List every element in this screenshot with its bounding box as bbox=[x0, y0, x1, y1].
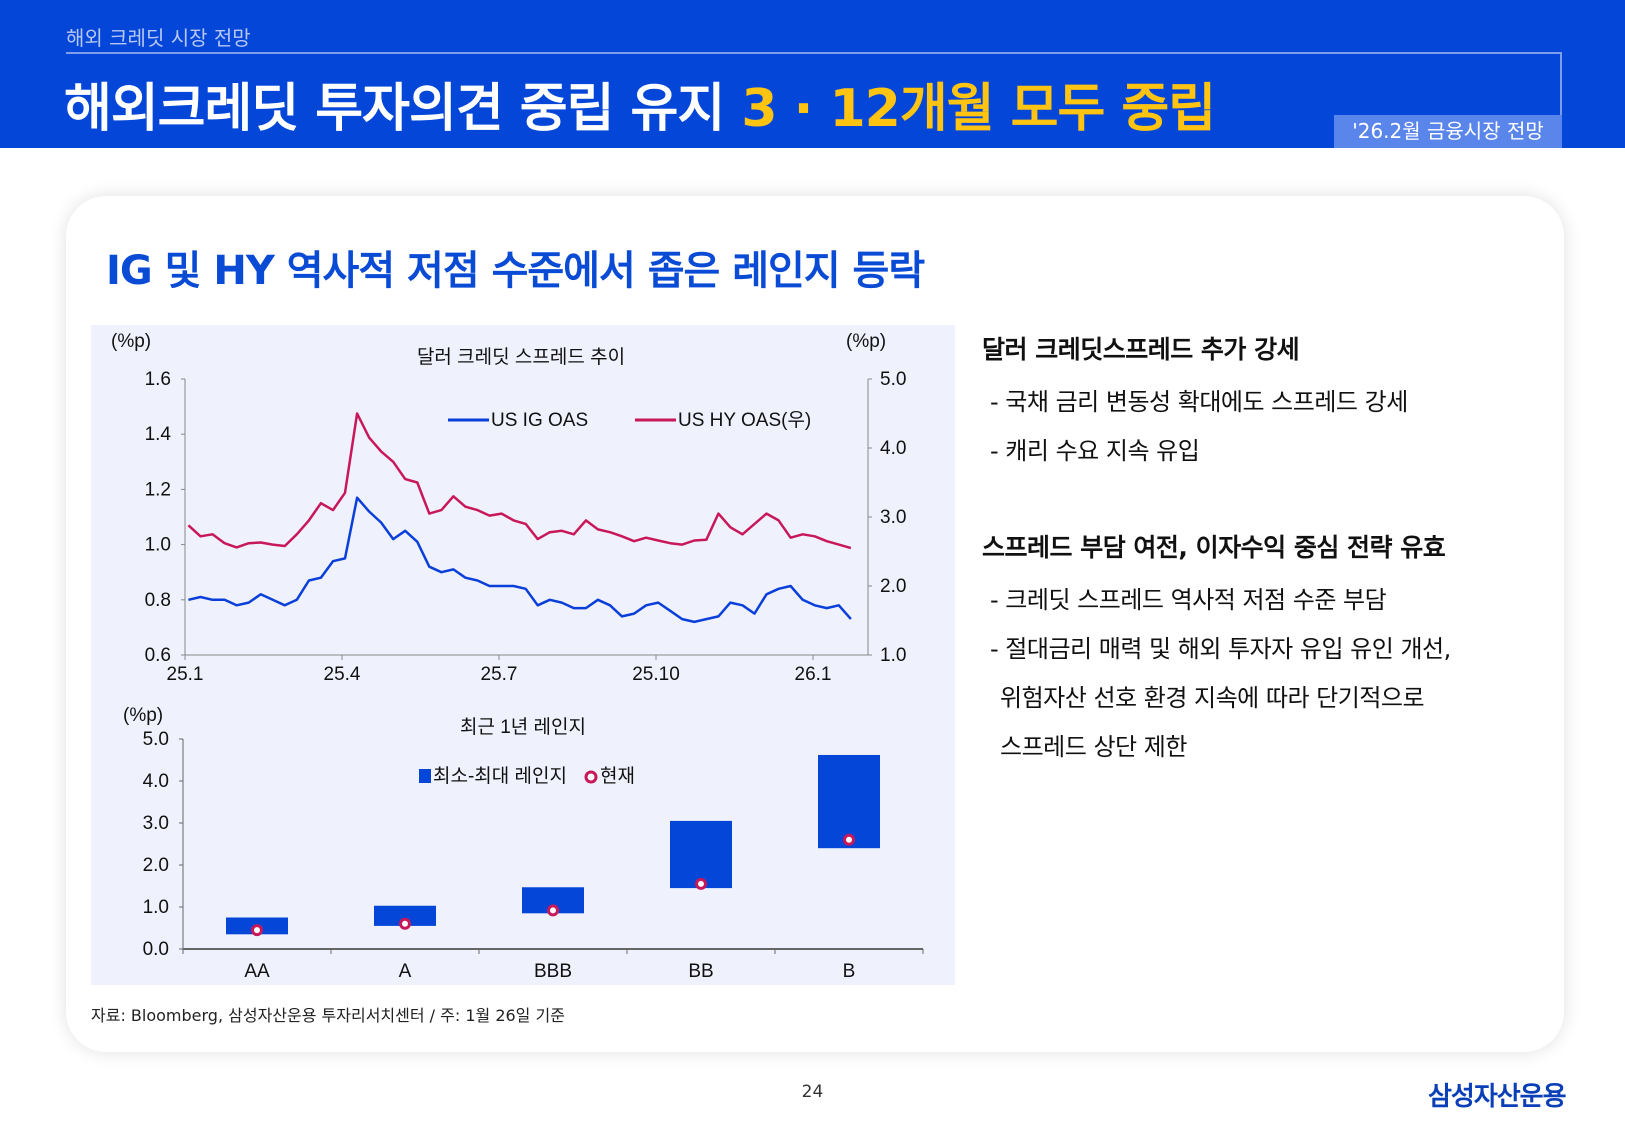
legend-label-ig: US IG OAS bbox=[491, 410, 588, 431]
x-tick-label: A bbox=[399, 961, 412, 982]
commentary-bullet: - 크레딧 스프레드 역사적 저점 수준 부담 bbox=[990, 586, 1387, 614]
y-tick-label: 1.4 bbox=[145, 424, 172, 445]
commentary-bullet: - 국채 금리 변동성 확대에도 스프레드 강세 bbox=[990, 388, 1408, 416]
y-tick-label: 0.8 bbox=[145, 590, 171, 611]
y-tick-label: 0.6 bbox=[145, 645, 171, 666]
bar-chart-marks bbox=[226, 754, 880, 937]
y-tick-label: 1.0 bbox=[143, 897, 169, 918]
line-chart-y2label: (%p) bbox=[846, 331, 886, 352]
line-chart-axes: 0.6 0.8 1.0 1.2 1.4 1.6 1.0 2.0 3.0 4.0 5.0 25.1 25.… bbox=[145, 369, 907, 685]
y-tick-label: 1.6 bbox=[145, 369, 171, 390]
y-tick-label: 0.0 bbox=[143, 939, 169, 960]
card-subtitle: IG 및 HY 역사적 저점 수준에서 좁은 레인지 등락 bbox=[106, 248, 925, 294]
series-line-ig bbox=[188, 496, 852, 624]
y2-tick-label: 4.0 bbox=[880, 438, 906, 459]
x-tick-label: B bbox=[843, 961, 856, 982]
current-marker bbox=[251, 924, 263, 937]
x-tick-label: 25.7 bbox=[481, 664, 518, 685]
bar-chart-axes: 0.01.02.03.04.05.0AA A BBB BB B bbox=[143, 729, 924, 982]
x-tick-label: 25.1 bbox=[167, 664, 204, 685]
legend-label-current: 현재 bbox=[600, 765, 635, 787]
y-tick-label: 2.0 bbox=[143, 855, 169, 876]
x-tick-label: BB bbox=[688, 961, 713, 982]
charts-svg: (%p) (%p) 달러 크레딧 스프레드 추이 0.6 0.8 1.0 1.2 1.4… bbox=[111, 331, 924, 982]
x-tick-label: AA bbox=[244, 961, 270, 982]
title-highlight: 3 · 12개월 모두 중립 bbox=[741, 79, 1216, 139]
report-badge: '26.2월 금융시장 전망 bbox=[1334, 115, 1562, 148]
page-title: 해외크레딧 투자의견 중립 유지 3 · 12개월 모두 중립 bbox=[64, 66, 1216, 141]
header-bar: 해외 크레딧 시장 전망 해외크레딧 투자의견 중립 유지 3 · 12개월 모… bbox=[0, 0, 1625, 148]
legend-label-range: 최소-최대 레인지 bbox=[433, 765, 567, 787]
commentary-bullet: - 캐리 수요 지속 유입 bbox=[990, 437, 1200, 465]
line-chart-series bbox=[187, 412, 852, 624]
current-marker bbox=[399, 917, 411, 930]
company-logo: 삼성자산운용 bbox=[1428, 1082, 1567, 1112]
header-divider bbox=[66, 52, 1562, 54]
commentary-bullet: - 절대금리 매력 및 해외 투자자 유입 유인 개선, bbox=[990, 635, 1451, 663]
y2-tick-label: 1.0 bbox=[880, 645, 906, 666]
y-tick-label: 5.0 bbox=[143, 729, 169, 750]
y2-tick-label: 2.0 bbox=[880, 576, 906, 597]
x-tick-label: 25.10 bbox=[632, 664, 680, 685]
section-label: 해외 크레딧 시장 전망 bbox=[66, 26, 251, 50]
x-tick-label: BBB bbox=[534, 961, 572, 982]
legend-label-hy: US HY OAS(우) bbox=[678, 410, 811, 431]
commentary-bullet-cont: 위험자산 선호 환경 지속에 따라 단기적으로 bbox=[1000, 684, 1425, 712]
line-chart-legend: US IG OAS US HY OAS(우) bbox=[448, 410, 811, 431]
legend-swatch-current bbox=[584, 770, 598, 784]
line-chart-ylabel: (%p) bbox=[111, 331, 151, 352]
source-footnote: 자료: Bloomberg, 삼성자산운용 투자리서치센터 / 주: 1월 26… bbox=[91, 1006, 565, 1025]
commentary: 달러 크레딧스프레드 추가 강세 - 국채 금리 변동성 확대에도 스프레드 강… bbox=[982, 330, 1542, 772]
series-line-hy bbox=[187, 412, 852, 550]
title-main: 해외크레딧 투자의견 중립 유지 bbox=[64, 79, 742, 139]
header-divider-vertical bbox=[1560, 52, 1562, 116]
range-bar bbox=[374, 905, 436, 926]
y2-tick-label: 5.0 bbox=[880, 369, 906, 390]
bar-chart-ylabel: (%p) bbox=[123, 705, 163, 726]
current-marker bbox=[695, 877, 707, 890]
y-tick-label: 4.0 bbox=[143, 771, 169, 792]
current-marker bbox=[843, 833, 855, 846]
y2-tick-label: 3.0 bbox=[880, 507, 906, 528]
chart-panel: (%p) (%p) 달러 크레딧 스프레드 추이 0.6 0.8 1.0 1.2 1.4… bbox=[91, 325, 955, 985]
commentary-heading-2: 스프레드 부담 여전, 이자수익 중심 전략 유효 bbox=[982, 533, 1446, 562]
legend-swatch-range bbox=[419, 769, 431, 783]
y-tick-label: 1.2 bbox=[145, 479, 171, 500]
bar-chart-legend: 최소-최대 레인지 현재 bbox=[419, 765, 635, 787]
x-tick-label: 25.4 bbox=[324, 664, 361, 685]
current-marker bbox=[547, 904, 559, 917]
x-tick-label: 26.1 bbox=[795, 664, 832, 685]
range-bar bbox=[818, 754, 880, 849]
commentary-bullet-cont: 스프레드 상단 제한 bbox=[1000, 733, 1187, 761]
y-tick-label: 1.0 bbox=[145, 535, 171, 556]
y-tick-label: 3.0 bbox=[143, 813, 169, 834]
range-bar bbox=[670, 820, 732, 889]
line-chart-title: 달러 크레딧 스프레드 추이 bbox=[417, 346, 625, 368]
page-number: 24 bbox=[801, 1082, 824, 1102]
commentary-heading-1: 달러 크레딧스프레드 추가 강세 bbox=[982, 335, 1300, 364]
bar-chart-title: 최근 1년 레인지 bbox=[460, 716, 586, 738]
